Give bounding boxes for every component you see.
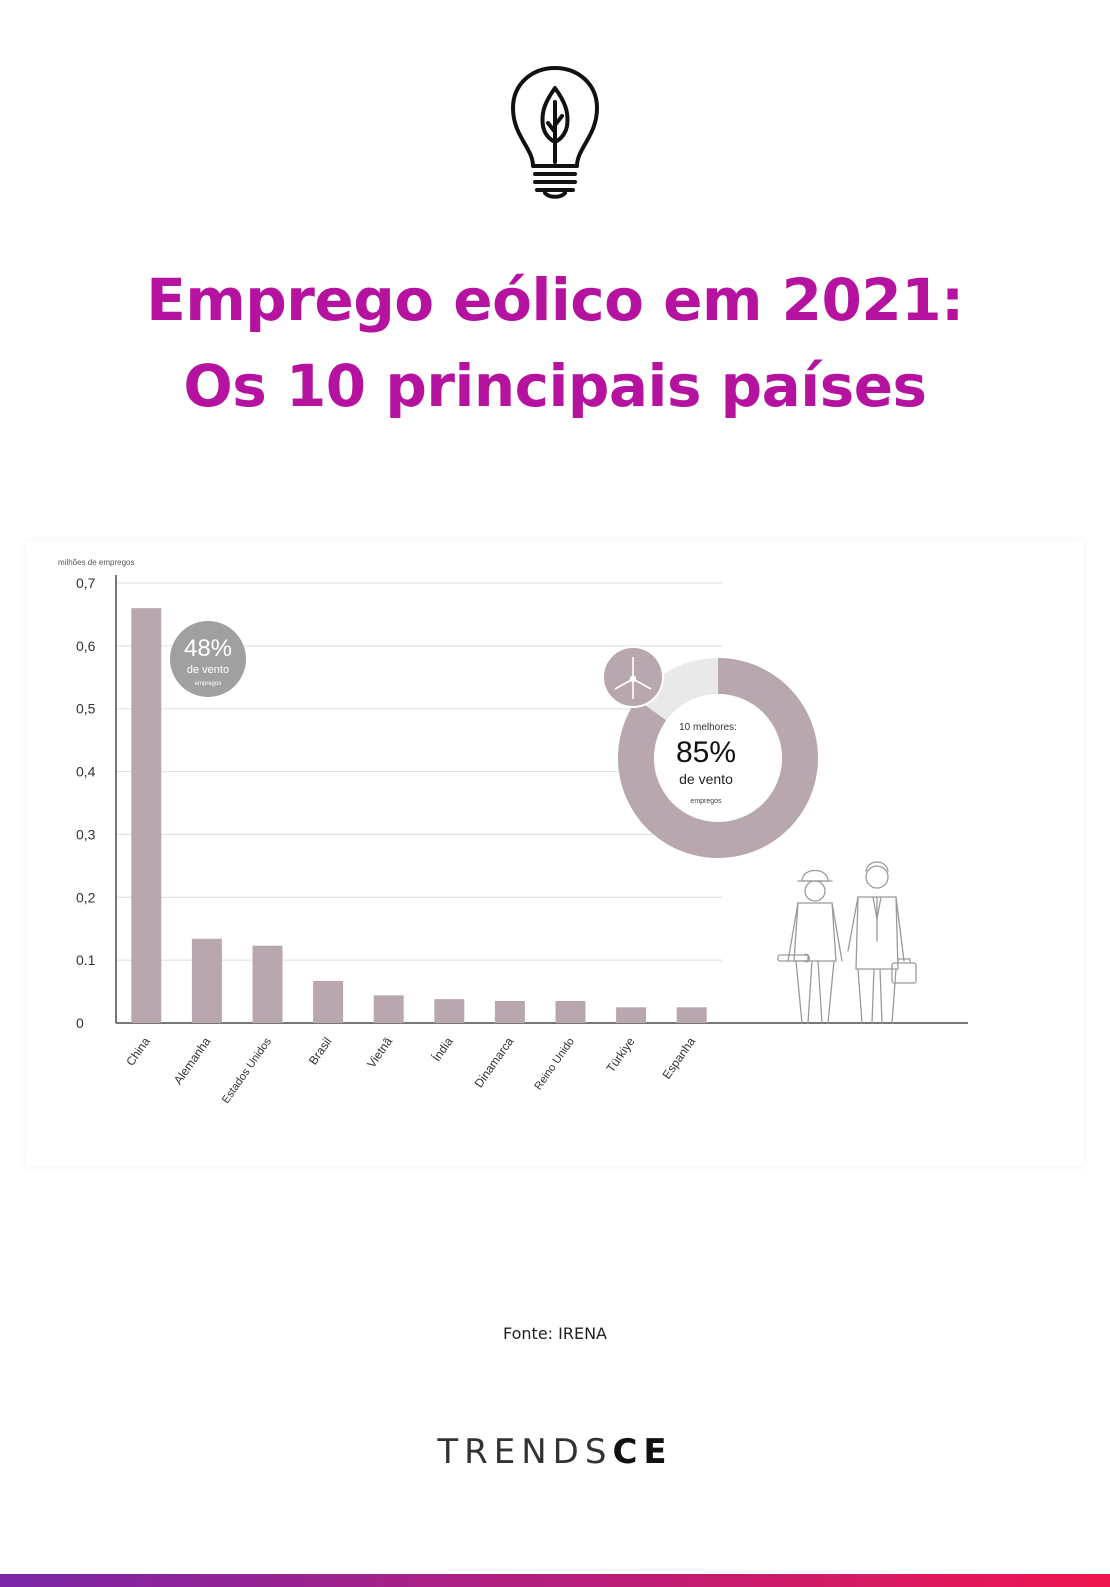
x-tick-label: Espanha: [660, 1034, 699, 1081]
bottom-gradient-bar: [0, 1574, 1110, 1587]
page-title-line2: Os 10 principais países: [183, 352, 927, 420]
y-tick-label: 0,2: [76, 889, 96, 905]
donut-value: 85%: [676, 736, 736, 769]
callout-line2: empregos: [195, 681, 222, 687]
bar-chart: milhões de empregos 0 0.1 0,2 0,3 0,4 0,5 0,6 0,…: [58, 558, 968, 1106]
callout-circle: [170, 621, 246, 697]
y-tick-label: 0.1: [76, 952, 96, 968]
donut-line1: de vento: [679, 771, 733, 787]
x-tick-label: Índia: [429, 1034, 456, 1064]
lightbulb-leaf-icon: [511, 66, 599, 199]
x-tick-label: China: [123, 1034, 153, 1068]
bar: [434, 999, 465, 1023]
y-tick-label: 0: [76, 1015, 84, 1031]
y-tick-label: 0,3: [76, 826, 96, 842]
brand-logo: TRENDSCE: [0, 1432, 1110, 1472]
brand-logo-bold: CE: [612, 1432, 673, 1472]
bar: [676, 1007, 707, 1023]
bar: [252, 945, 283, 1023]
y-tick-label: 0,7: [76, 575, 96, 591]
page-title-line1: Emprego eólico em 2021:: [146, 266, 964, 334]
callout-line1: de vento: [187, 664, 229, 676]
donut-share: [618, 658, 818, 858]
donut-label-top: 10 melhores:: [679, 722, 737, 733]
x-tick-label: Reino Unido: [532, 1036, 577, 1092]
x-tick-label: Türkiye: [604, 1034, 638, 1075]
x-tick-label: Brasil: [306, 1035, 335, 1068]
bar: [313, 980, 344, 1023]
chart-panel: milhões de empregos 0 0.1 0,2 0,3 0,4 0,5 0,6 0,…: [26, 541, 1084, 1166]
brand-logo-light: TRENDS: [437, 1432, 613, 1472]
callout-value: 48%: [184, 635, 232, 662]
wind-turbine-icon: [614, 657, 652, 699]
bar: [555, 1001, 586, 1023]
y-tick-label: 0,4: [76, 764, 96, 780]
bar: [373, 995, 404, 1023]
donut-line2: empregos: [690, 798, 722, 805]
bar: [131, 608, 162, 1023]
x-tick-label: Estados Unidos: [220, 1035, 274, 1105]
y-axis-label: milhões de empregos: [58, 558, 134, 567]
x-tick-label: Alemanha: [171, 1034, 214, 1087]
y-tick-label: 0,5: [76, 701, 96, 717]
bar: [494, 1001, 525, 1023]
x-tick-label: Dinamarca: [472, 1034, 517, 1090]
donut-hole: [654, 694, 782, 822]
y-tick-label: 0,6: [76, 638, 96, 654]
workers-icon: [777, 861, 917, 1024]
bar: [191, 938, 222, 1023]
x-tick-label: Vietnã: [364, 1034, 395, 1070]
bar: [616, 1007, 647, 1023]
source-note: Fonte: IRENA: [502, 1324, 607, 1343]
